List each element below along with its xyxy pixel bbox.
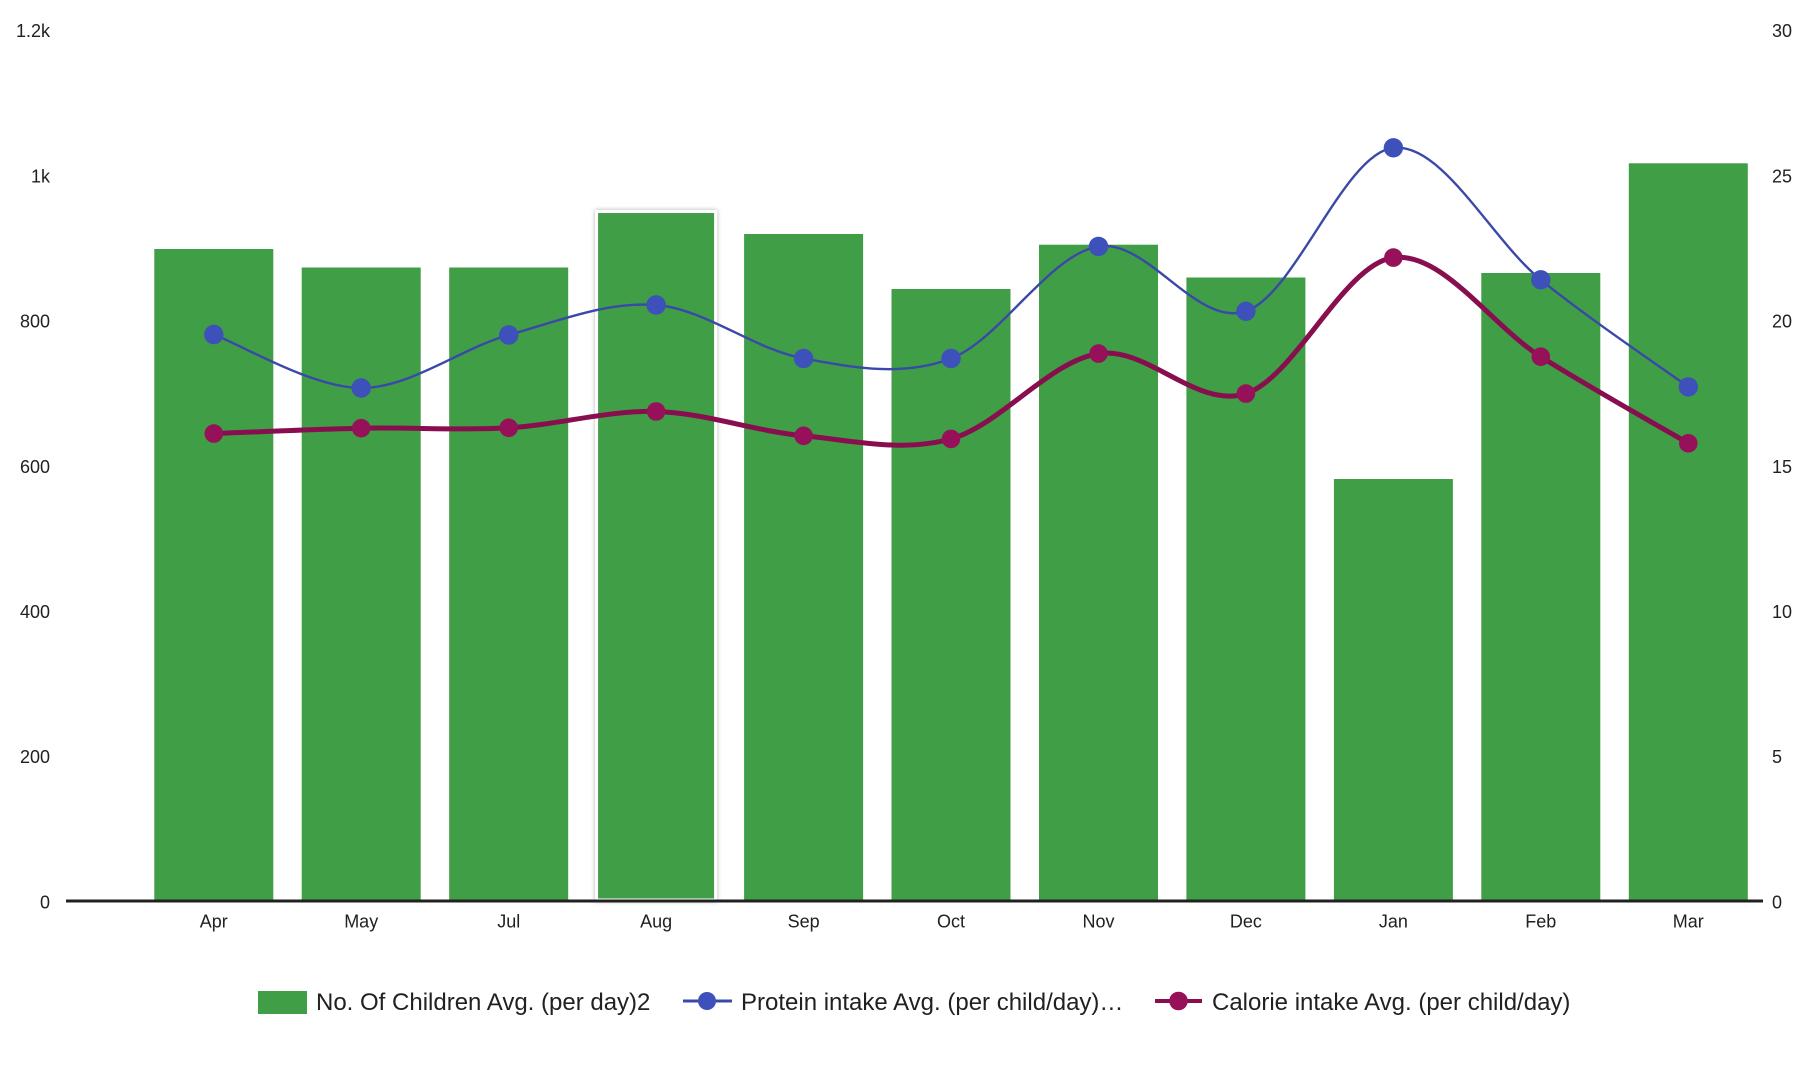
svg-text:10: 10 bbox=[1772, 602, 1792, 622]
svg-text:Jan: Jan bbox=[1379, 911, 1408, 931]
svg-text:Sep: Sep bbox=[788, 911, 820, 931]
svg-text:No. Of Children Avg. (per day): No. Of Children Avg. (per day)2 bbox=[316, 989, 650, 1016]
svg-text:Apr: Apr bbox=[200, 911, 228, 931]
svg-text:15: 15 bbox=[1772, 457, 1792, 477]
svg-text:1k: 1k bbox=[31, 166, 51, 186]
svg-text:Dec: Dec bbox=[1230, 911, 1262, 931]
svg-text:Protein intake Avg. (per child: Protein intake Avg. (per child/day)… bbox=[741, 989, 1123, 1016]
svg-text:200: 200 bbox=[20, 747, 50, 767]
svg-text:0: 0 bbox=[1772, 892, 1782, 912]
svg-text:Feb: Feb bbox=[1525, 911, 1556, 931]
svg-text:800: 800 bbox=[20, 312, 50, 332]
svg-text:Calorie intake Avg. (per child: Calorie intake Avg. (per child/day) bbox=[1212, 989, 1570, 1016]
svg-text:25: 25 bbox=[1772, 166, 1792, 186]
svg-text:20: 20 bbox=[1772, 312, 1792, 332]
svg-text:400: 400 bbox=[20, 602, 50, 622]
svg-text:Jul: Jul bbox=[497, 911, 520, 931]
svg-text:600: 600 bbox=[20, 457, 50, 477]
svg-text:Aug: Aug bbox=[640, 911, 672, 931]
svg-text:Mar: Mar bbox=[1673, 911, 1704, 931]
svg-text:5: 5 bbox=[1772, 747, 1782, 767]
svg-text:0: 0 bbox=[40, 892, 50, 912]
svg-text:30: 30 bbox=[1772, 21, 1792, 41]
svg-text:May: May bbox=[344, 911, 378, 931]
svg-text:Nov: Nov bbox=[1082, 911, 1114, 931]
svg-text:Oct: Oct bbox=[937, 911, 965, 931]
svg-text:1.2k: 1.2k bbox=[16, 21, 51, 41]
